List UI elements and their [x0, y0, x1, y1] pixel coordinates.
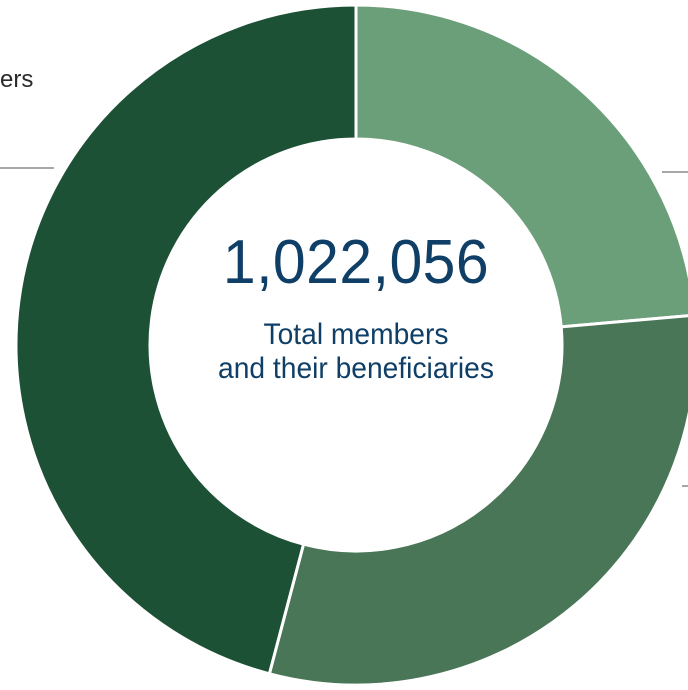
- donut-slice-1: [354, 3, 688, 329]
- partial-label-left: ers: [0, 66, 34, 93]
- donut-slice-3: [14, 3, 358, 676]
- donut-center: 1,022,056 Total members and their benefi…: [176, 232, 536, 385]
- leader-lines: [0, 167, 688, 487]
- center-caption-line-1: Total members: [263, 318, 449, 351]
- donut-slices: [14, 3, 688, 687]
- center-caption-line-2: and their beneficiaries: [218, 351, 494, 385]
- center-caption: Total members and their beneficiaries: [187, 318, 525, 385]
- total-members-value: 1,022,056: [222, 228, 490, 297]
- donut-slice-2: [267, 314, 688, 687]
